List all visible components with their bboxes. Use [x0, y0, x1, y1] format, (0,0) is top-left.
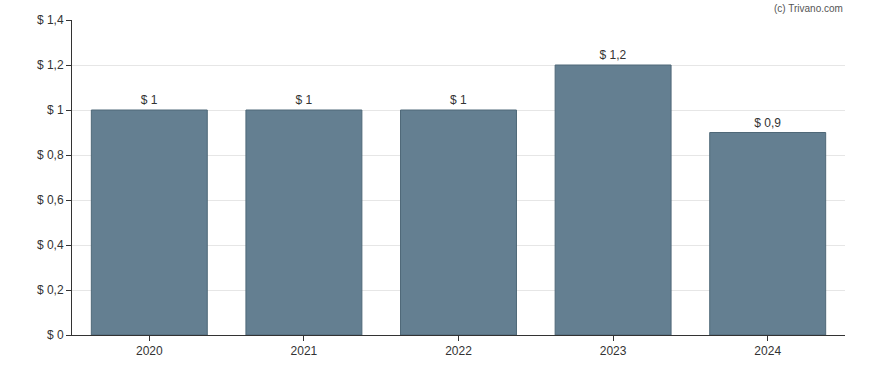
svg-text:2021: 2021 — [291, 344, 318, 358]
svg-text:2022: 2022 — [445, 344, 472, 358]
svg-text:$ 0,6: $ 0,6 — [37, 193, 64, 207]
svg-text:$ 1: $ 1 — [295, 93, 312, 107]
svg-text:(c) Trivano.com: (c) Trivano.com — [774, 3, 843, 14]
svg-text:$ 0,4: $ 0,4 — [37, 238, 64, 252]
svg-text:$ 1,2: $ 1,2 — [600, 48, 627, 62]
svg-text:$ 0: $ 0 — [47, 328, 64, 342]
svg-text:2020: 2020 — [136, 344, 163, 358]
svg-text:2023: 2023 — [600, 344, 627, 358]
svg-text:$ 0,2: $ 0,2 — [37, 283, 64, 297]
svg-text:$ 1,4: $ 1,4 — [37, 13, 64, 27]
svg-text:$ 1: $ 1 — [141, 93, 158, 107]
svg-text:$ 1: $ 1 — [450, 93, 467, 107]
svg-text:$ 1,2: $ 1,2 — [37, 58, 64, 72]
svg-text:$ 0,8: $ 0,8 — [37, 148, 64, 162]
svg-text:2024: 2024 — [754, 344, 781, 358]
svg-text:$ 1: $ 1 — [47, 103, 64, 117]
svg-text:$ 0,9: $ 0,9 — [754, 116, 781, 130]
